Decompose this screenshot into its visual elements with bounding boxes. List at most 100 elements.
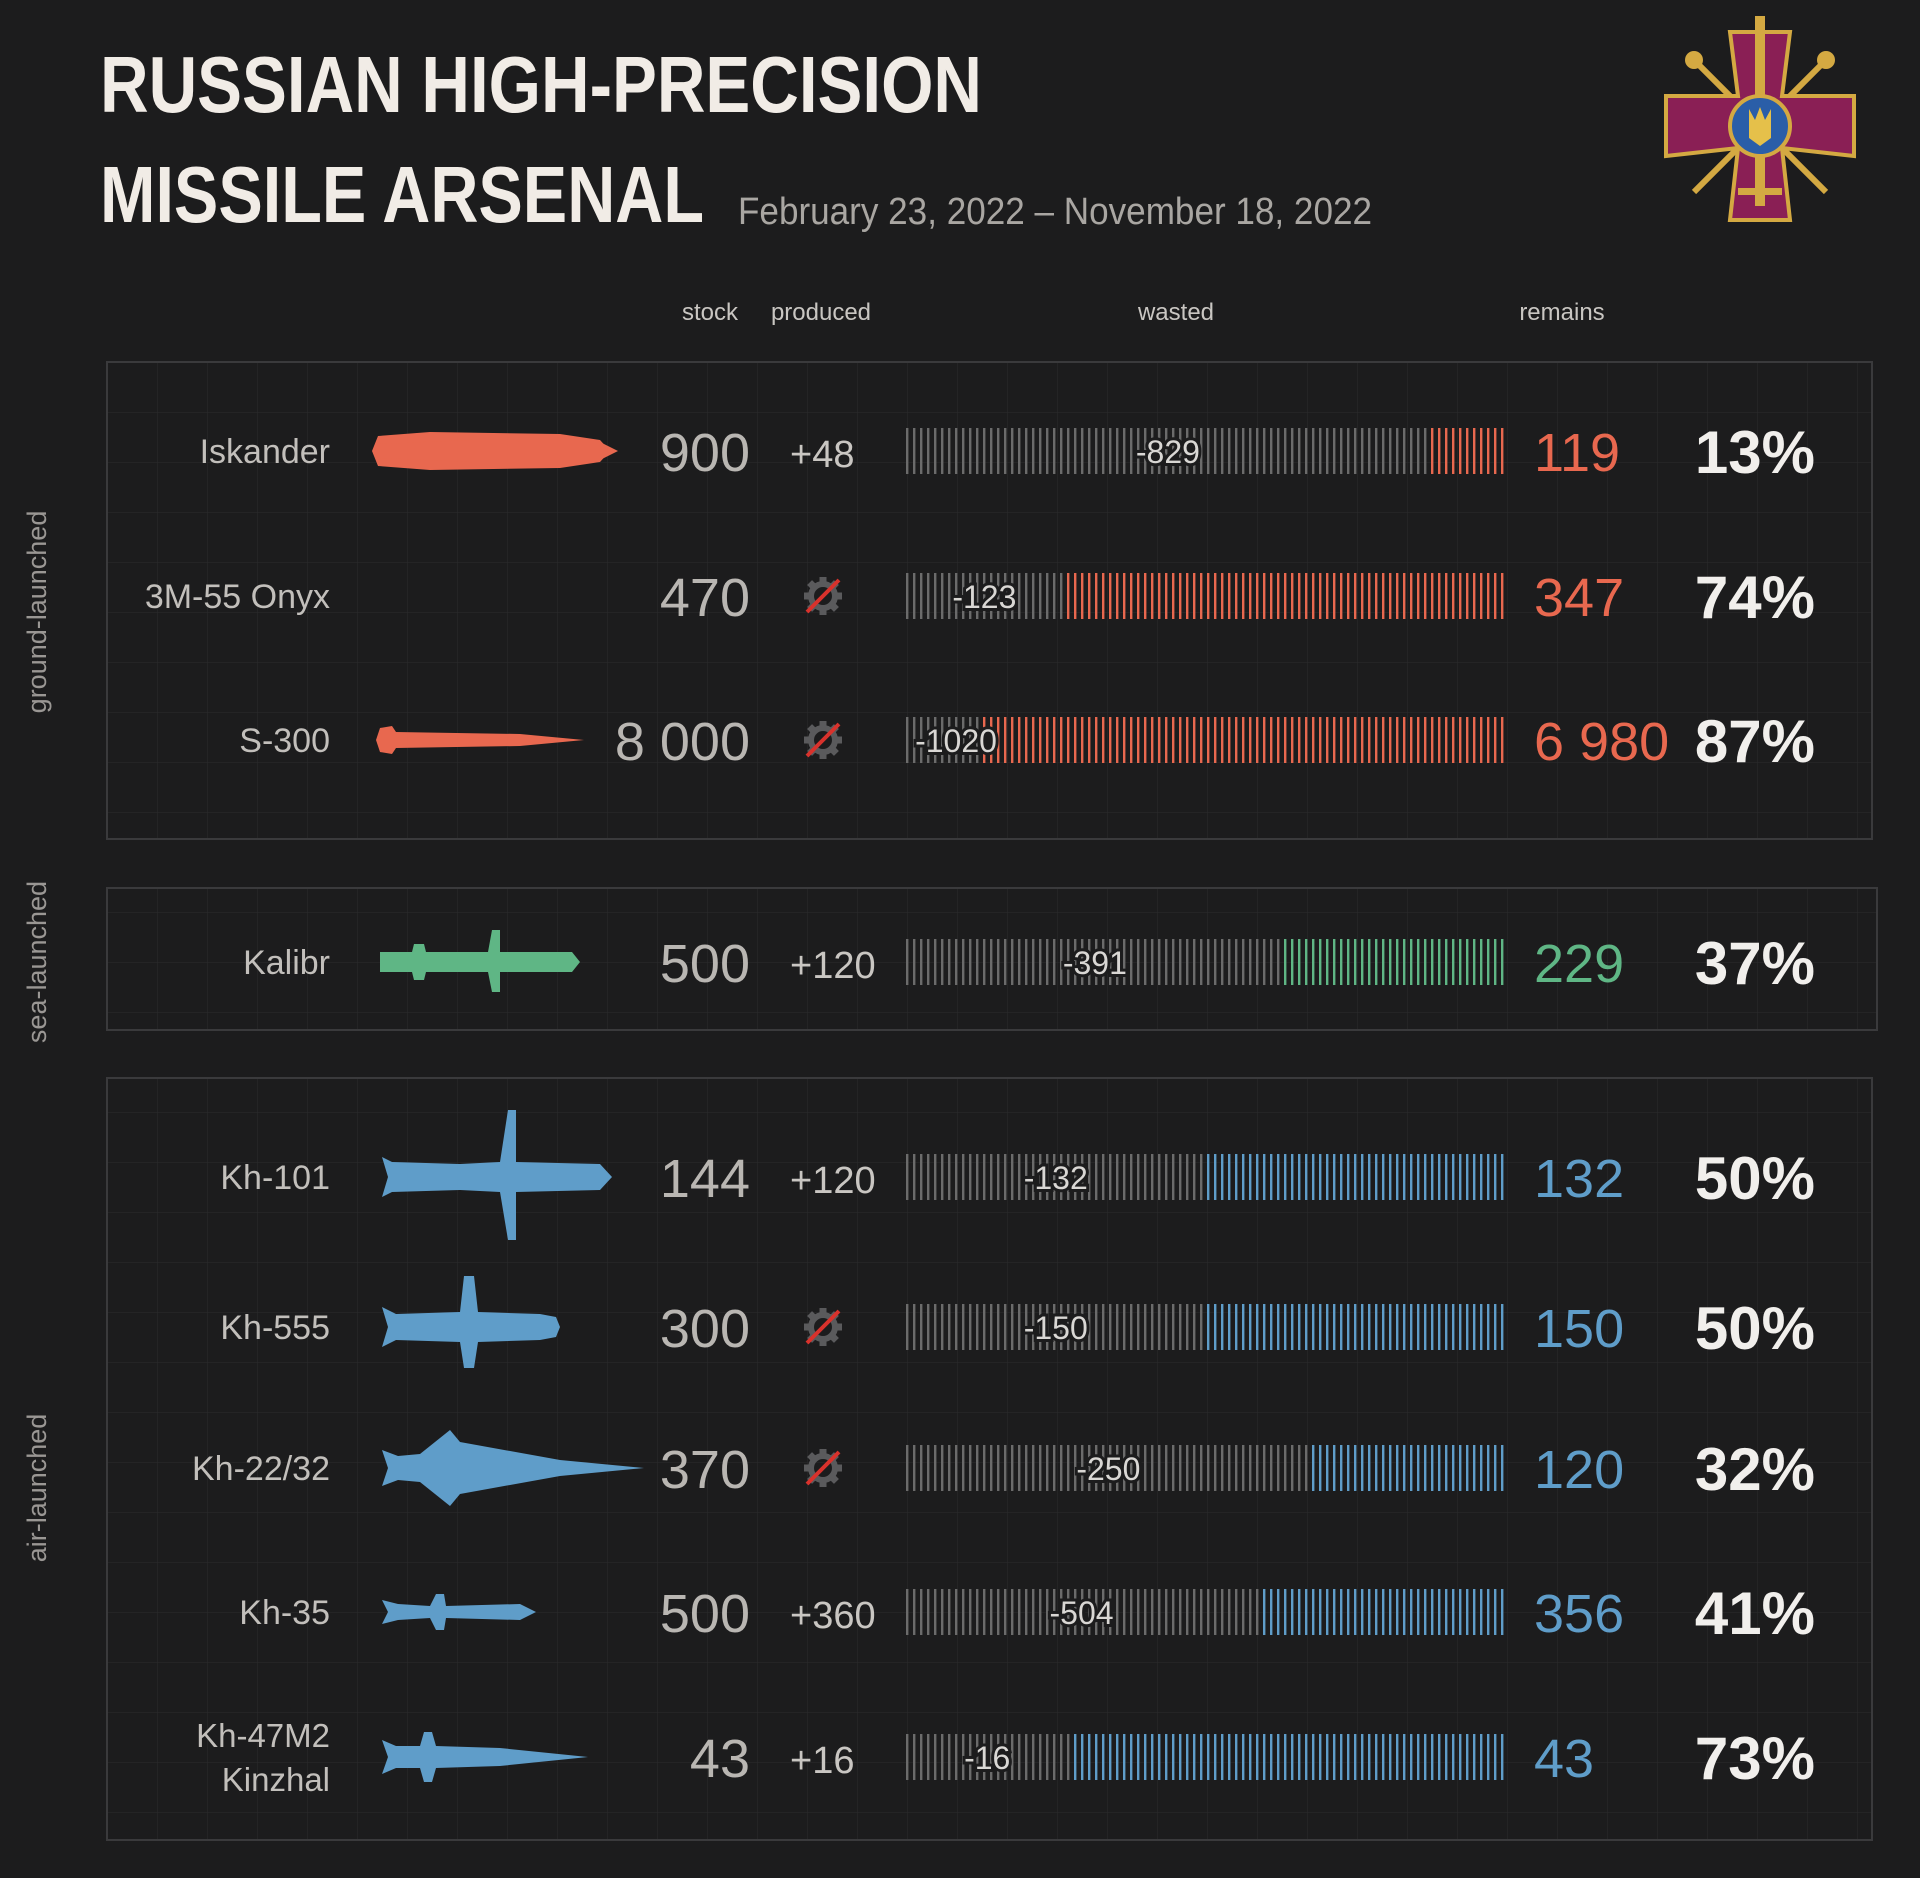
remaining-tick bbox=[1473, 1445, 1476, 1491]
remaining-tick bbox=[1270, 1589, 1273, 1635]
chart-title-line1: RUSSIAN HIGH-PRECISION bbox=[100, 40, 982, 129]
wasted-tick bbox=[1137, 428, 1140, 474]
remaining-tick bbox=[1207, 1304, 1210, 1350]
wasted-tick bbox=[962, 1589, 965, 1635]
wasted-tick bbox=[969, 573, 972, 619]
missile-silhouette-icon bbox=[382, 1430, 644, 1506]
remaining-tick bbox=[1228, 1154, 1231, 1200]
remaining-tick bbox=[1172, 717, 1175, 763]
wasted-tick bbox=[1074, 939, 1077, 985]
remaining-tick bbox=[1389, 573, 1392, 619]
remaining-tick bbox=[1375, 717, 1378, 763]
missile-name: Kh-35 bbox=[239, 1594, 330, 1632]
remaining-tick bbox=[1403, 717, 1406, 763]
wasted-tick bbox=[1214, 939, 1217, 985]
wasted-tick bbox=[1060, 1589, 1063, 1635]
wasted-tick bbox=[1116, 939, 1119, 985]
missile-name-line: Kh-47M2 bbox=[196, 1717, 330, 1754]
stock-bar bbox=[906, 573, 1504, 619]
wasted-tick bbox=[1151, 1589, 1154, 1635]
wasted-tick bbox=[927, 428, 930, 474]
remaining-tick bbox=[1347, 573, 1350, 619]
wasted-tick bbox=[990, 1304, 993, 1350]
wasted-tick bbox=[927, 1589, 930, 1635]
wasted-tick bbox=[906, 1154, 909, 1200]
remaining-tick bbox=[1298, 1734, 1301, 1780]
wasted-tick bbox=[1172, 1154, 1175, 1200]
remaining-tick bbox=[1417, 1154, 1420, 1200]
remaining-tick bbox=[1361, 1589, 1364, 1635]
wasted-tick bbox=[955, 1154, 958, 1200]
remaining-tick bbox=[1375, 1734, 1378, 1780]
remaining-tick bbox=[1480, 1589, 1483, 1635]
remaining-tick bbox=[1326, 1445, 1329, 1491]
wasted-tick bbox=[983, 1445, 986, 1491]
stock-value: 43 bbox=[690, 1729, 750, 1789]
missile-row: S-300 8 000 -1020 6 980 87% bbox=[239, 708, 1815, 775]
remaining-tick bbox=[983, 717, 986, 763]
wasted-tick bbox=[1179, 428, 1182, 474]
remaining-tick bbox=[1466, 1445, 1469, 1491]
remaining-tick bbox=[1403, 1589, 1406, 1635]
wasted-tick bbox=[920, 1304, 923, 1350]
wasted-tick bbox=[1144, 1304, 1147, 1350]
remaining-tick bbox=[1487, 1445, 1490, 1491]
wasted-tick bbox=[1298, 1445, 1301, 1491]
wasted-value: -829 bbox=[1136, 434, 1200, 470]
wasted-tick bbox=[1060, 1445, 1063, 1491]
remaining-tick bbox=[1473, 1304, 1476, 1350]
gear-ring bbox=[808, 725, 838, 755]
remaining-tick bbox=[1256, 1154, 1259, 1200]
remaining-tick bbox=[1431, 1734, 1434, 1780]
wasted-tick bbox=[1046, 573, 1049, 619]
wasted-tick bbox=[1004, 573, 1007, 619]
date-range: February 23, 2022 – November 18, 2022 bbox=[738, 191, 1372, 233]
remaining-tick bbox=[1494, 717, 1497, 763]
stock-bar bbox=[906, 1154, 1504, 1200]
wasted-tick bbox=[948, 1589, 951, 1635]
wasted-tick bbox=[906, 1589, 909, 1635]
remaining-tick bbox=[1501, 717, 1504, 763]
wasted-tick bbox=[1025, 1154, 1028, 1200]
wasted-tick bbox=[1060, 1734, 1063, 1780]
remaining-tick bbox=[1326, 573, 1329, 619]
remaining-tick bbox=[1242, 1154, 1245, 1200]
remaining-tick bbox=[1494, 1154, 1497, 1200]
wasted-tick bbox=[934, 1304, 937, 1350]
wasted-tick bbox=[976, 1154, 979, 1200]
remaining-tick bbox=[1480, 1304, 1483, 1350]
remaining-tick bbox=[1305, 573, 1308, 619]
wasted-tick bbox=[1095, 1304, 1098, 1350]
wasted-tick bbox=[1060, 1304, 1063, 1350]
wasted-tick bbox=[1165, 428, 1168, 474]
remaining-tick bbox=[1501, 573, 1504, 619]
wasted-tick bbox=[976, 1445, 979, 1491]
wasted-tick bbox=[1284, 428, 1287, 474]
wasted-tick bbox=[1284, 1445, 1287, 1491]
remaining-tick bbox=[1452, 1734, 1455, 1780]
wasted-tick bbox=[955, 428, 958, 474]
wasted-tick bbox=[934, 1445, 937, 1491]
remaining-tick bbox=[1375, 1154, 1378, 1200]
wasted-tick bbox=[948, 428, 951, 474]
stock-bar bbox=[906, 428, 1504, 474]
remaining-tick bbox=[1501, 1445, 1504, 1491]
header-wasted: wasted bbox=[1137, 299, 1214, 326]
crossed-gear-icon bbox=[804, 721, 842, 759]
remaining-tick bbox=[1368, 1304, 1371, 1350]
remaining-tick bbox=[1410, 1304, 1413, 1350]
wasted-value: -123 bbox=[952, 579, 1016, 615]
remaining-tick bbox=[1130, 573, 1133, 619]
wasted-tick bbox=[1361, 428, 1364, 474]
wasted-tick bbox=[997, 1589, 1000, 1635]
remaining-tick bbox=[1487, 939, 1490, 985]
wasted-value: -1020 bbox=[915, 723, 997, 759]
wasted-tick bbox=[1242, 428, 1245, 474]
remaining-tick bbox=[1326, 717, 1329, 763]
wasted-tick bbox=[1102, 939, 1105, 985]
remaining-tick bbox=[1319, 1589, 1322, 1635]
wasted-tick bbox=[1403, 428, 1406, 474]
wasted-tick bbox=[976, 1734, 979, 1780]
wasted-tick bbox=[948, 573, 951, 619]
remaining-tick bbox=[1193, 1734, 1196, 1780]
